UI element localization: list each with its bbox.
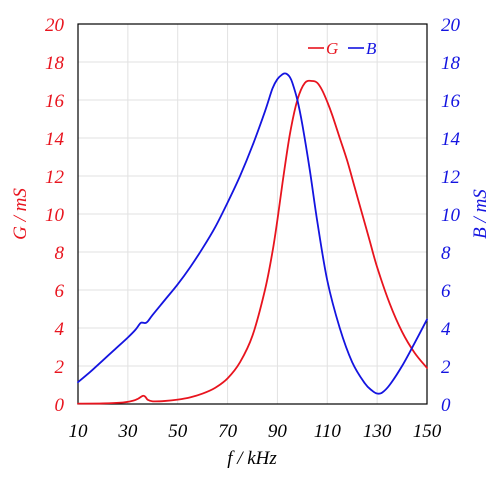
y-left-tick-label: 8: [55, 243, 65, 264]
y-axis-right-title: B / mS: [470, 189, 491, 239]
x-tick-label: 50: [168, 421, 188, 442]
y-left-tick-label: 6: [55, 281, 65, 302]
tick-labels: 10 30 50 70 90 110 130 150 0 2 4 6 8 10 12 14 16 18 20 0 2 4 6…: [45, 15, 461, 442]
legend: G B: [308, 39, 377, 58]
x-tick-label: 70: [218, 421, 238, 442]
x-axis-title: f / kHz: [227, 448, 277, 469]
y-left-tick-label: 18: [45, 53, 65, 74]
y-right-tick-label: 20: [441, 15, 461, 36]
x-tick-label: 110: [314, 421, 342, 442]
y-right-tick-label: 14: [441, 129, 461, 150]
y-right-tick-label: 2: [441, 357, 451, 378]
y-left-tick-label: 0: [55, 395, 65, 416]
x-tick-label: 150: [413, 421, 442, 442]
y-left-tick-label: 4: [55, 319, 65, 340]
legend-label-b: B: [366, 39, 377, 58]
y-axis-left-title: G / mS: [10, 188, 31, 240]
y-left-tick-label: 12: [45, 167, 65, 188]
y-right-tick-label: 4: [441, 319, 451, 340]
x-tick-label: 90: [268, 421, 288, 442]
plot-frame: [77, 23, 428, 405]
grid: [77, 23, 428, 405]
y-left-tick-label: 20: [45, 15, 65, 36]
y-right-tick-label: 6: [441, 281, 451, 302]
legend-label-g: G: [326, 39, 338, 58]
y-right-tick-label: 8: [441, 243, 451, 264]
series-line-g: [77, 79, 428, 405]
series-layer: [77, 72, 428, 405]
y-left-tick-label: 14: [45, 129, 65, 150]
x-tick-label: 30: [117, 421, 138, 442]
y-right-tick-label: 16: [441, 91, 461, 112]
y-right-tick-label: 12: [441, 167, 461, 188]
y-left-tick-label: 2: [55, 357, 65, 378]
y-left-tick-label: 10: [45, 205, 65, 226]
y-right-tick-label: 10: [441, 205, 461, 226]
y-right-tick-label: 18: [441, 53, 461, 74]
y-left-tick-label: 16: [45, 91, 65, 112]
x-tick-label: 10: [69, 421, 89, 442]
y-right-tick-label: 0: [441, 395, 451, 416]
series-line-b: [77, 72, 428, 395]
x-tick-label: 130: [363, 421, 392, 442]
